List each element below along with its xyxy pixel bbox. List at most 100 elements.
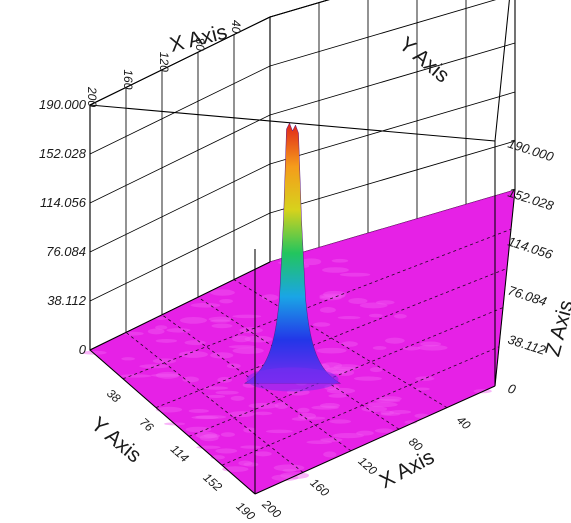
surface-texture (155, 406, 183, 413)
surface-texture (203, 386, 229, 390)
surface-texture (417, 344, 448, 351)
frame-edge (89, 16, 271, 106)
z-tick-left: 114.056 (40, 195, 87, 210)
surface-texture (306, 440, 333, 445)
z-axis-title: Z Axis (541, 298, 571, 359)
surface-texture (232, 314, 262, 319)
x-tick-top: 200 (85, 86, 99, 107)
surface-texture (402, 346, 420, 351)
surface-texture (274, 402, 289, 409)
frame-edge (89, 104, 496, 142)
surface-texture (238, 460, 253, 466)
surface-texture (188, 408, 209, 413)
surface-texture (359, 302, 388, 309)
y-axis-title-left: Y Axis (87, 413, 146, 468)
surface-texture (152, 358, 177, 364)
surface-texture (305, 416, 326, 420)
surface-texture (244, 335, 273, 343)
z-tick-right: 0 (506, 381, 518, 398)
surface-texture (312, 322, 331, 327)
frame-edge (494, 0, 510, 142)
surface-texture (319, 306, 336, 313)
x-tick-top: 40 (229, 20, 243, 34)
surface-texture (208, 316, 233, 322)
surface-texture (282, 468, 297, 472)
surface-texture (206, 394, 226, 398)
x-tick-bottom: 40 (454, 413, 474, 433)
grid-line (269, 0, 330, 18)
y-axis-title-top: Y Axis (395, 33, 454, 88)
surface-texture (341, 341, 358, 347)
surface-texture (230, 395, 245, 401)
peak-base-ring (246, 367, 339, 392)
surface-texture (147, 328, 165, 335)
surface-texture (375, 300, 395, 305)
z-tick-right: 114.056 (506, 234, 555, 263)
frame-edge (89, 349, 256, 495)
x-tick-bottom: 200 (259, 496, 284, 521)
z-tick-right: 76.084 (506, 283, 548, 310)
surface-texture (211, 323, 233, 329)
surface-texture (353, 376, 382, 381)
x-tick-bottom: 160 (308, 476, 332, 500)
surface-texture (415, 376, 435, 381)
surface-texture (82, 350, 107, 355)
surface-texture (232, 347, 264, 354)
surface-texture (414, 387, 430, 391)
grid-line (89, 65, 271, 155)
surface-texture (323, 451, 337, 458)
surface-texture (226, 363, 241, 369)
surface-texture (119, 374, 152, 378)
surface-texture (155, 371, 180, 379)
surface-texture (368, 313, 383, 318)
frame-edge (254, 385, 496, 495)
z-tick-left: 0 (79, 342, 87, 357)
surface-texture (166, 328, 191, 333)
y-tick-left: 190 (234, 499, 258, 523)
z-tick-left: 190.000 (39, 97, 87, 112)
frame-edge (494, 189, 516, 387)
front-frame-layer (89, 0, 516, 495)
x-tick-top: 80 (193, 38, 207, 52)
surface-texture (385, 337, 405, 344)
surface-texture (369, 367, 383, 373)
surface-texture (372, 346, 387, 350)
grid-line (269, 140, 516, 214)
surface-texture (326, 387, 356, 394)
surface-texture (265, 429, 293, 434)
surface-texture (291, 417, 309, 421)
surface-texture (322, 267, 349, 273)
surface-texture (273, 464, 305, 472)
grid-line (269, 0, 497, 67)
surface-texture (182, 376, 199, 383)
surface-texture (121, 357, 135, 361)
surface-texture (356, 430, 374, 436)
surface-texture (210, 319, 231, 323)
surface-texture (195, 431, 218, 439)
y-tick-left: 152 (201, 470, 225, 494)
surface-texture (374, 398, 401, 403)
floor-grid-line (125, 332, 304, 473)
surface-texture (210, 289, 235, 296)
surface-texture (404, 420, 417, 425)
surface-texture (361, 406, 388, 412)
surface-texture (380, 410, 395, 415)
surface-texture (374, 428, 394, 433)
surface-texture (380, 412, 401, 416)
surface-texture (322, 290, 347, 298)
surface-texture (215, 390, 239, 395)
surface-texture (139, 364, 170, 369)
surface-texture (150, 373, 180, 377)
surface-texture (191, 415, 219, 420)
frame-edge (89, 261, 271, 351)
surface-texture (367, 402, 398, 408)
grid-line (89, 212, 271, 302)
surface-texture (154, 316, 168, 320)
surface-texture (311, 405, 339, 410)
surface-texture (195, 415, 227, 419)
y-tick-left: 114 (168, 442, 192, 465)
grid-line (89, 163, 271, 253)
surface-peak (243, 122, 342, 384)
y-tick-left: 76 (137, 415, 157, 435)
